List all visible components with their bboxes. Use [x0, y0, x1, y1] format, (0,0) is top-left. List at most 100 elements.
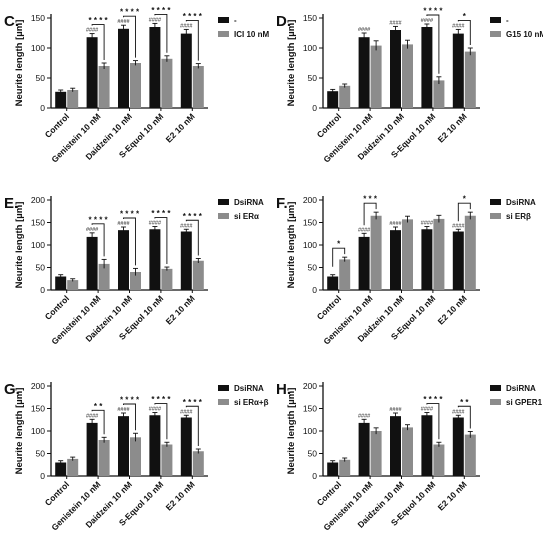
- legend-swatch: [218, 199, 229, 205]
- significance-stars: * * * *: [151, 395, 171, 404]
- significance-bracket: [123, 403, 136, 431]
- bar-treatment: [339, 85, 351, 108]
- hash-mark: ####: [86, 413, 99, 419]
- bar-control: [327, 462, 339, 476]
- hash-mark: ####: [180, 409, 193, 415]
- y-tick-label: 150: [31, 404, 45, 414]
- bar-treatment: [67, 280, 79, 290]
- bar-control: [180, 231, 192, 290]
- hash-mark: ####: [358, 227, 371, 233]
- bar-control: [86, 37, 98, 109]
- significance-stars: *: [463, 12, 467, 21]
- bar-treatment: [402, 427, 413, 476]
- bar-control: [452, 231, 464, 290]
- bar-control: [118, 28, 129, 108]
- hash-mark: ####: [389, 407, 402, 413]
- bar-treatment: [370, 431, 382, 476]
- y-tick-label: 0: [40, 285, 45, 295]
- y-tick-label: 50: [36, 73, 46, 83]
- significance-stars: * * * *: [423, 395, 443, 404]
- x-tick-label: Control: [315, 111, 343, 139]
- significance-stars: * * * *: [183, 212, 203, 221]
- significance-bracket: [154, 13, 168, 53]
- legend-swatch: [490, 213, 501, 219]
- significance-bracket: [91, 24, 105, 60]
- significance-stars: * * * *: [183, 12, 203, 21]
- significance-bracket: [185, 405, 199, 446]
- y-tick-label: 200: [31, 195, 45, 205]
- legend-label: si ERβ: [506, 212, 531, 221]
- bar-treatment: [98, 263, 110, 290]
- significance-bracket: [185, 219, 199, 256]
- y-tick-label: 100: [31, 240, 45, 250]
- y-tick-label: 100: [31, 43, 45, 53]
- hash-mark: ####: [117, 407, 130, 413]
- bar-treatment: [130, 437, 141, 476]
- y-axis-label: Neurite length [µm]: [286, 20, 297, 107]
- bar-control: [86, 422, 98, 476]
- hash-mark: ####: [452, 23, 465, 29]
- bar-control: [421, 229, 433, 290]
- x-tick-label: Control: [43, 479, 71, 507]
- significance-bracket: [332, 247, 346, 267]
- hash-mark: ####: [149, 17, 162, 23]
- legend-label: -: [234, 16, 237, 25]
- significance-bracket: [185, 19, 199, 61]
- panel-letter: D.: [276, 13, 291, 30]
- y-tick-label: 200: [303, 195, 317, 205]
- significance-bracket: [426, 403, 440, 440]
- bar-control: [149, 415, 161, 476]
- x-tick-label: Control: [43, 111, 71, 139]
- significance-bracket: [91, 409, 105, 435]
- hash-mark: ####: [358, 27, 371, 33]
- bar-treatment: [402, 44, 413, 108]
- bar-treatment: [433, 80, 445, 108]
- legend-swatch: [490, 31, 501, 37]
- hash-mark: ####: [117, 221, 130, 227]
- bar-treatment: [339, 259, 351, 290]
- x-tick-label: Control: [43, 293, 71, 321]
- bar-treatment: [161, 444, 173, 476]
- bar-treatment: [192, 260, 204, 290]
- legend-label: DsiRNA: [234, 198, 264, 207]
- bar-treatment: [402, 219, 413, 290]
- legend-label: G15 10 nM: [506, 30, 543, 39]
- y-tick-label: 150: [31, 218, 45, 228]
- significance-stars: * * * *: [89, 215, 109, 224]
- legend-swatch: [490, 399, 501, 405]
- bar-control: [452, 417, 464, 476]
- significance-stars: * * * *: [89, 16, 109, 25]
- y-tick-label: 150: [31, 13, 45, 23]
- legend-swatch: [490, 17, 501, 23]
- panel-letter: H.: [276, 381, 291, 398]
- significance-bracket: [154, 217, 168, 265]
- legend-label: DsiRNA: [234, 384, 264, 393]
- x-tick-label: Control: [315, 293, 343, 321]
- y-tick-label: 150: [303, 13, 317, 23]
- x-tick-label: Control: [315, 479, 343, 507]
- bar-control: [327, 276, 339, 290]
- significance-stars: * *: [94, 402, 103, 411]
- significance-bracket: [123, 217, 136, 266]
- significance-stars: * * * *: [120, 396, 140, 405]
- y-tick-label: 50: [308, 73, 318, 83]
- significance-stars: * * * *: [120, 8, 140, 17]
- significance-stars: * * *: [363, 195, 378, 204]
- hash-mark: ####: [86, 28, 99, 34]
- bar-control: [358, 422, 370, 476]
- y-tick-label: 200: [31, 381, 45, 391]
- y-tick-label: 50: [308, 263, 318, 273]
- hash-mark: ####: [358, 413, 371, 419]
- hash-mark: ####: [389, 221, 402, 227]
- y-tick-label: 100: [303, 43, 317, 53]
- bar-control: [390, 30, 401, 108]
- panel-letter: E.: [4, 195, 18, 212]
- y-axis-label: Neurite length [µm]: [14, 202, 25, 289]
- y-tick-label: 50: [308, 449, 318, 459]
- hash-mark: ####: [421, 407, 434, 413]
- bar-treatment: [464, 434, 476, 476]
- significance-stars: * * * *: [423, 7, 443, 16]
- hash-mark: ####: [421, 221, 434, 227]
- y-tick-label: 0: [312, 471, 317, 481]
